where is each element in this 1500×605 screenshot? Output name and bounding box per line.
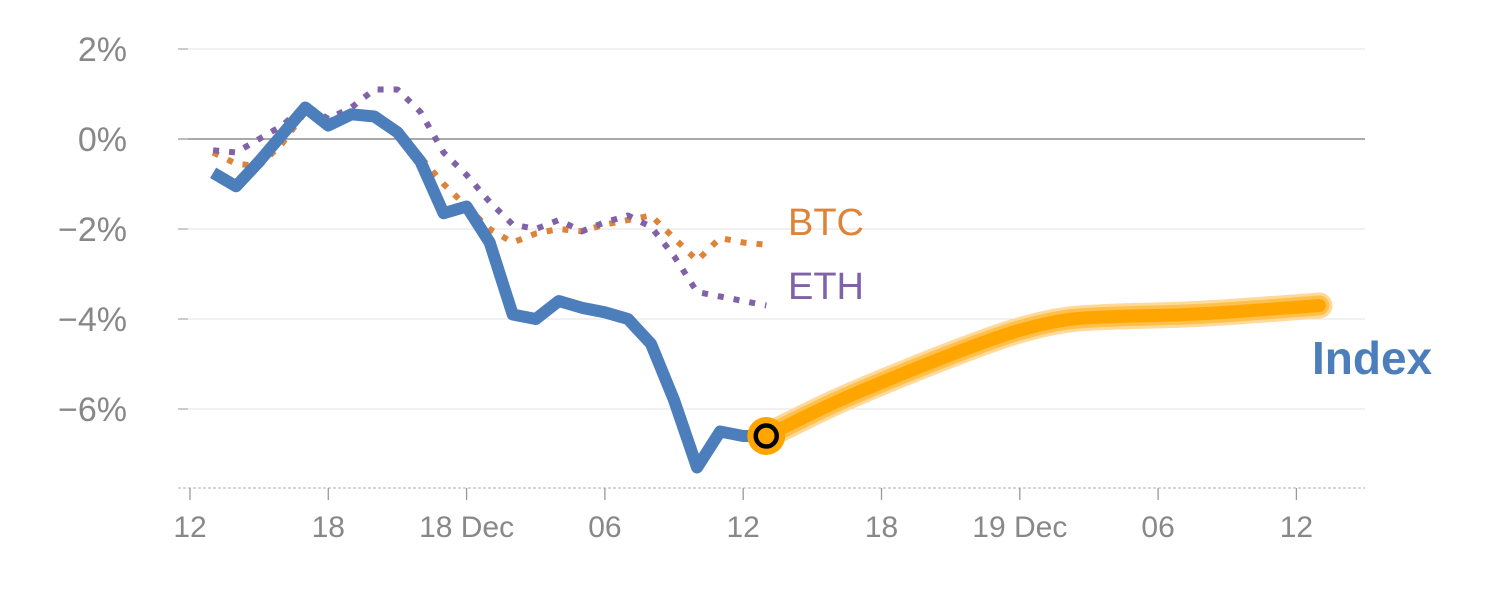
legend-label-eth: ETH xyxy=(788,266,864,308)
legend-label-index: Index xyxy=(1312,332,1433,384)
x-tick-label: 12 xyxy=(1280,511,1313,544)
y-tick-label: −4% xyxy=(58,301,127,339)
y-tick-label: −2% xyxy=(58,211,127,249)
series-line-index-forecast xyxy=(759,299,1326,443)
y-tick-label: 2% xyxy=(78,31,127,69)
x-tick-label: 18 xyxy=(865,511,898,544)
x-tick-label: 06 xyxy=(1141,511,1174,544)
x-tick-label: 19 Dec xyxy=(972,511,1067,544)
series-line-btc xyxy=(211,109,767,264)
x-tick-label: 12 xyxy=(173,511,206,544)
legend-label-btc: BTC xyxy=(788,202,864,244)
x-tick-label: 06 xyxy=(588,511,621,544)
x-tick-label: 18 xyxy=(312,511,345,544)
x-tick-label: 18 Dec xyxy=(419,511,514,544)
y-tick-label: 0% xyxy=(78,121,127,159)
y-tick-label: −6% xyxy=(58,391,127,429)
current-point-marker xyxy=(753,423,779,449)
series-line-eth xyxy=(212,86,767,309)
series-line-index xyxy=(210,101,767,474)
x-tick-label: 12 xyxy=(727,511,760,544)
